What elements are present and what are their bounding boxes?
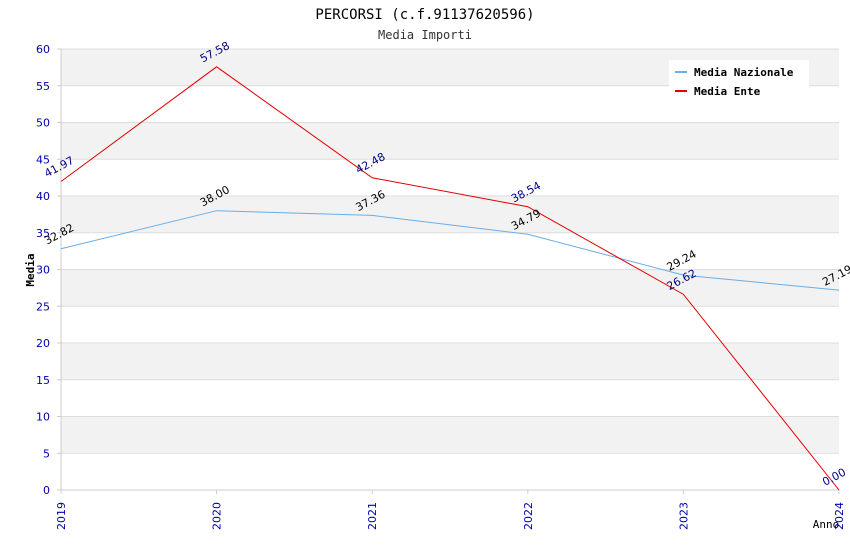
y-tick-label: 5	[43, 447, 50, 460]
legend-label: Media Nazionale	[694, 66, 794, 79]
series-group	[60, 66, 840, 491]
y-tick-label: 60	[36, 43, 50, 56]
x-axis-label: Anno	[813, 518, 840, 531]
y-tick-label: 55	[36, 80, 50, 93]
y-tick-label: 20	[36, 337, 50, 350]
chart-subtitle: Media Importi	[378, 28, 472, 42]
y-tick-label: 30	[36, 264, 50, 277]
y-tick-label: 10	[36, 411, 50, 424]
y-tick-label: 15	[36, 374, 50, 387]
series-line	[60, 66, 840, 491]
y-tick-label: 0	[43, 484, 50, 497]
plot-band	[61, 379, 839, 417]
plot-background	[61, 49, 839, 490]
x-tick-label: 2024	[833, 502, 846, 530]
plot-band	[61, 343, 839, 380]
x-tick-label: 2020	[211, 502, 224, 530]
y-tick-label: 25	[36, 300, 50, 313]
plot-band	[61, 453, 839, 490]
y-tick-label: 50	[36, 117, 50, 130]
plot-band	[61, 159, 839, 196]
legend: Media Nazionale Media Ente	[669, 60, 809, 102]
y-axis-label: Media	[24, 253, 37, 286]
x-tick-label: 2022	[522, 502, 535, 530]
series-line	[60, 210, 840, 291]
chart-title: PERCORSI (c.f.91137620596)	[315, 7, 534, 23]
y-tick-label: 45	[36, 153, 50, 166]
x-tick-labels: 2019 2020 2021 2022 2023 2024	[55, 490, 846, 530]
plot-band	[61, 306, 839, 343]
y-tick-label: 35	[36, 227, 50, 240]
x-tick-label: 2023	[677, 502, 690, 530]
y-tick-label: 40	[36, 190, 50, 203]
plot-band	[61, 269, 839, 307]
plot-band	[61, 122, 839, 160]
plot-band	[61, 416, 839, 454]
plot-band	[61, 232, 839, 270]
legend-box	[669, 60, 809, 102]
y-tick-labels: 0 5 10 15 20 25 30 35 40 45 50 55 60	[36, 43, 61, 497]
legend-label: Media Ente	[694, 85, 761, 98]
x-tick-label: 2021	[366, 502, 379, 530]
x-tick-label: 2019	[55, 502, 68, 530]
plot-band	[61, 196, 839, 233]
